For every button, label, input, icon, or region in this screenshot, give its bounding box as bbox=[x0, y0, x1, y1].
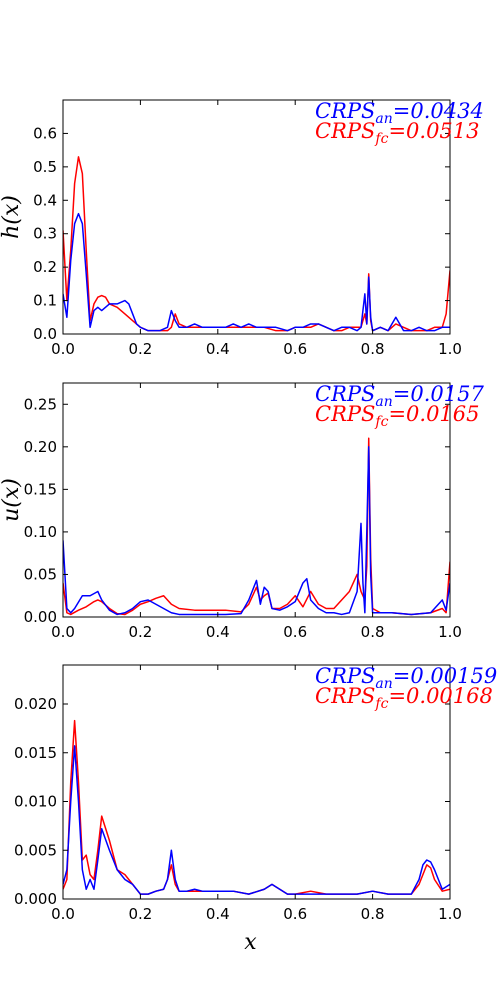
x-tick-label: 0.2 bbox=[128, 340, 152, 358]
x-tick-label: 0.4 bbox=[206, 340, 230, 358]
y-tick-label: 0.10 bbox=[24, 523, 57, 541]
y-tick-label: 0.005 bbox=[14, 841, 57, 859]
x-tick-label: 0.0 bbox=[51, 905, 75, 923]
y-axis-label: u(x) bbox=[0, 478, 24, 522]
y-tick-label: 0.20 bbox=[24, 438, 57, 456]
y-tick-label: 0.0 bbox=[33, 325, 57, 343]
x-tick-label: 0.2 bbox=[128, 623, 152, 641]
x-tick-label: 0.4 bbox=[206, 623, 230, 641]
axes-frame bbox=[62, 99, 451, 335]
series-line-analysis bbox=[63, 446, 450, 616]
y-tick-label: 0.15 bbox=[24, 480, 57, 498]
x-tick-label: 0.6 bbox=[283, 340, 307, 358]
crps-annotation-fc: CRPSfc=0.0513 bbox=[315, 119, 480, 147]
y-tick-label: 0.6 bbox=[33, 124, 57, 142]
y-tick-label: 0.000 bbox=[14, 890, 57, 908]
crps-annotation-an: CRPSan=0.00159 bbox=[315, 664, 497, 692]
x-tick-label: 0.6 bbox=[283, 623, 307, 641]
x-tick-label: 1.0 bbox=[438, 340, 462, 358]
y-tick-label: 0.5 bbox=[33, 158, 57, 176]
x-tick-label: 0.8 bbox=[361, 340, 385, 358]
y-tick-label: 0.1 bbox=[33, 292, 57, 310]
x-tick-label: 0.8 bbox=[361, 623, 385, 641]
x-tick-label: 0.8 bbox=[361, 905, 385, 923]
y-tick-label: 0.00 bbox=[24, 608, 57, 626]
y-tick-label: 0.3 bbox=[33, 225, 57, 243]
x-axis-label: x bbox=[244, 930, 257, 955]
x-tick-label: 0.2 bbox=[128, 905, 152, 923]
y-tick-label: 0.25 bbox=[24, 395, 57, 413]
y-tick-label: 0.2 bbox=[33, 258, 57, 276]
x-tick-label: 0.0 bbox=[51, 340, 75, 358]
y-tick-label: 0.010 bbox=[14, 793, 57, 811]
axes-frame bbox=[62, 664, 451, 900]
x-tick-label: 0.4 bbox=[206, 905, 230, 923]
x-tick-label: 1.0 bbox=[438, 905, 462, 923]
series-line-forecast bbox=[63, 156, 450, 332]
chart-panel-2: 0.0 0.2 0.4 0.6 0.8 1.0 0.00 0.05 0.10 0.15 0.20 0.… bbox=[0, 382, 484, 641]
x-tick-label: 1.0 bbox=[438, 623, 462, 641]
y-tick-label: 0.4 bbox=[33, 191, 57, 209]
crps-annotation-fc: CRPSfc=0.00168 bbox=[315, 684, 493, 712]
axes-frame bbox=[62, 382, 451, 618]
crps-annotation-fc: CRPSfc=0.0165 bbox=[315, 402, 480, 430]
crps-annotation-an: CRPSan=0.0157 bbox=[315, 382, 484, 410]
series-line-analysis bbox=[63, 212, 450, 332]
y-tick-label: 0.020 bbox=[14, 695, 57, 713]
crps-annotation-an: CRPSan=0.0434 bbox=[315, 99, 484, 127]
chart-panel-3: 0.0 0.2 0.4 0.6 0.8 1.0 0.000 0.005 0.010 0.015 0.… bbox=[14, 664, 497, 955]
y-tick-label: 0.05 bbox=[24, 565, 57, 583]
x-tick-label: 0.0 bbox=[51, 623, 75, 641]
series-line-forecast bbox=[63, 437, 450, 616]
series-line-forecast bbox=[63, 719, 450, 895]
y-tick-label: 0.015 bbox=[14, 744, 57, 762]
series-line-analysis bbox=[63, 745, 450, 895]
x-tick-label: 0.6 bbox=[283, 905, 307, 923]
y-axis-label: h(x) bbox=[0, 195, 24, 239]
chart-panel-1: 0.0 0.2 0.4 0.6 0.8 1.0 0.0 0.1 0.2 0.3 0.4 0.5 0.6 h… bbox=[0, 99, 484, 358]
